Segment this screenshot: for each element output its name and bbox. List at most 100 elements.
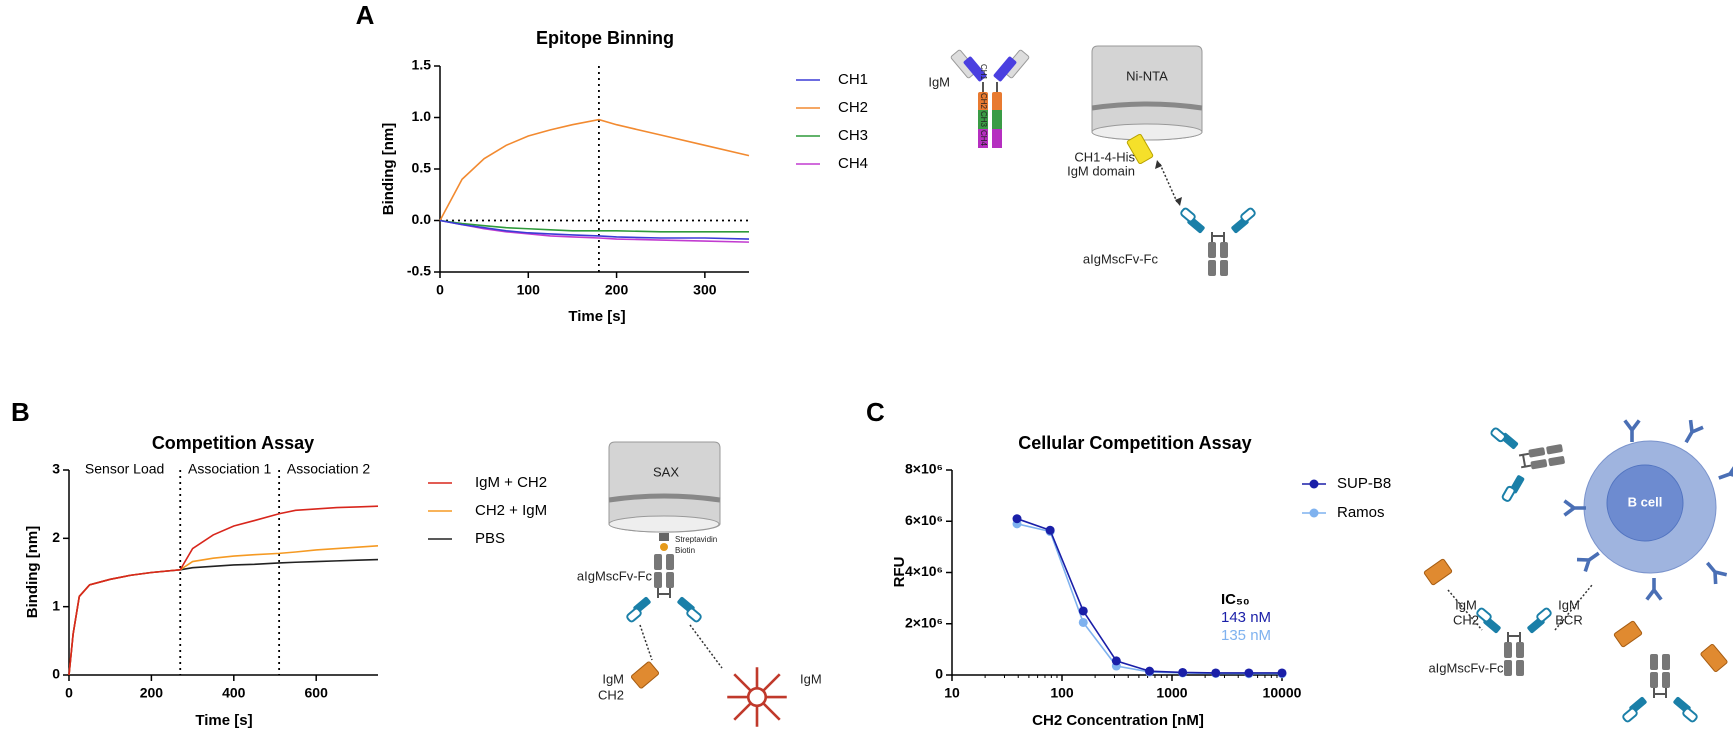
legend-marker — [1309, 508, 1319, 518]
y-tick-label: 1 — [52, 597, 60, 613]
diagram-label: IgM — [602, 671, 624, 686]
diagram-label: aIgMscFv-Fc — [1428, 660, 1504, 675]
series-line — [68, 505, 379, 676]
legend-label: CH2 — [838, 99, 868, 116]
panel-label: B — [11, 397, 30, 427]
diagram-label: IgM — [1455, 597, 1477, 612]
x-axis-label: Time [s] — [568, 308, 625, 325]
data-point — [1045, 525, 1055, 535]
y-tick-label: 3 — [52, 461, 60, 477]
legend-label: CH2 + IgM — [475, 502, 547, 519]
bcr-icon — [1623, 418, 1641, 442]
ic50-title: IC₅₀ — [1221, 591, 1250, 608]
x-tick-label: 10 — [944, 685, 960, 701]
diagram-b: SAX Streptavidin Biotin aIgMscFv-Fc IgM … — [577, 441, 822, 729]
x-tick-label: 10000 — [1263, 685, 1302, 701]
ic50-label: 143 nM — [1221, 609, 1271, 626]
antibody-icon — [1488, 415, 1572, 505]
data-point — [1078, 617, 1088, 627]
legend-label: IgM + CH2 — [475, 474, 547, 491]
binding-arrow — [639, 624, 653, 661]
y-axis-label: Binding [nm] — [24, 526, 41, 618]
phase-label: Association 1 — [188, 461, 271, 477]
series-line — [439, 219, 750, 243]
binding-arrow — [1554, 584, 1593, 631]
legend-label: SUP-B8 — [1337, 475, 1391, 492]
sax-band — [608, 493, 721, 503]
y-tick-label: 0.5 — [412, 160, 432, 176]
igm-schematic — [950, 49, 1030, 148]
diagram-label: CH2 — [598, 687, 624, 702]
phase-label: Association 2 — [287, 461, 370, 477]
domain-label: CH4 — [979, 130, 988, 147]
diagram-label: BCR — [1555, 612, 1582, 627]
domain-label: CH1 — [979, 64, 988, 81]
panel-label: A — [356, 0, 375, 30]
y-tick-label: 4×10⁶ — [905, 563, 943, 579]
y-tick-label: 0.0 — [412, 211, 432, 227]
data-point — [1277, 668, 1287, 678]
diagram-label: aIgMscFv-Fc — [1083, 251, 1159, 266]
legend-label: PBS — [475, 530, 505, 547]
binding-arrow — [1447, 589, 1483, 631]
bcr-icon — [1714, 462, 1733, 487]
y-tick-label: 1.0 — [412, 108, 432, 124]
series-line — [439, 118, 750, 221]
diagram-label: Streptavidin — [675, 535, 717, 544]
diagram-c: B cell IgM CH2 IgM BCR aIgMscFv-Fc — [1423, 415, 1733, 724]
x-tick-label: 100 — [1050, 685, 1074, 701]
legend-label: CH3 — [838, 127, 868, 144]
ch2-domain — [1613, 620, 1643, 648]
chart-title: Epitope Binning — [536, 28, 674, 48]
legend-label: CH1 — [838, 71, 868, 88]
y-tick-label: 2×10⁶ — [905, 614, 943, 630]
ch2-domain — [630, 661, 660, 689]
data-point — [1211, 668, 1221, 678]
diagram-label: IgM — [1558, 597, 1580, 612]
nucleus — [1606, 464, 1684, 542]
diagram-a: CH1 CH2 CH3 CH4 IgM Ni-NTA CH1-4-His IgM… — [928, 45, 1257, 277]
data-point — [1012, 514, 1022, 524]
x-tick-label: 0 — [65, 685, 73, 701]
chart-title: Competition Assay — [152, 433, 314, 453]
bcr-icon — [1677, 418, 1705, 448]
ic50-label: 135 nM — [1221, 627, 1271, 644]
diagram-label: Ni-NTA — [1126, 68, 1168, 83]
bcr-icon — [1699, 556, 1729, 586]
data-point — [1145, 666, 1155, 676]
x-tick-label: 400 — [222, 685, 246, 701]
data-point — [1111, 656, 1121, 666]
streptavidin — [659, 533, 669, 541]
arrowheads — [1155, 160, 1182, 206]
antibody-icon — [1179, 206, 1257, 277]
diagram-label: B cell — [1628, 494, 1663, 509]
legend-marker — [1309, 479, 1319, 489]
x-tick-label: 0 — [436, 282, 444, 298]
series-line — [439, 219, 750, 240]
antibody-icon — [1621, 653, 1699, 724]
diagram-label: SAX — [653, 464, 679, 479]
x-tick-label: 600 — [305, 685, 329, 701]
y-tick-label: 0 — [52, 666, 60, 682]
diagram-label: CH1-4-His — [1074, 149, 1135, 164]
x-tick-label: 1000 — [1156, 685, 1187, 701]
ni-nta-sensor — [1091, 45, 1203, 165]
series-line — [439, 219, 749, 233]
domain-label: CH3 — [979, 111, 988, 128]
igm-icon — [725, 665, 789, 729]
y-axis-label: RFU — [891, 557, 908, 588]
legend-label: CH4 — [838, 155, 868, 172]
data-point — [1078, 606, 1088, 616]
phase-label: Sensor Load — [85, 461, 164, 477]
ch2-domain — [1700, 643, 1728, 673]
binding-arrow — [689, 624, 723, 669]
biotin — [660, 543, 668, 551]
x-tick-label: 300 — [693, 282, 717, 298]
bcr-icon — [1575, 545, 1605, 574]
data-point — [1178, 667, 1188, 677]
diagram-label: IgM — [800, 671, 822, 686]
domain-label: CH2 — [979, 93, 988, 110]
x-axis-label: Time [s] — [195, 712, 252, 729]
y-tick-label: 2 — [52, 529, 60, 545]
